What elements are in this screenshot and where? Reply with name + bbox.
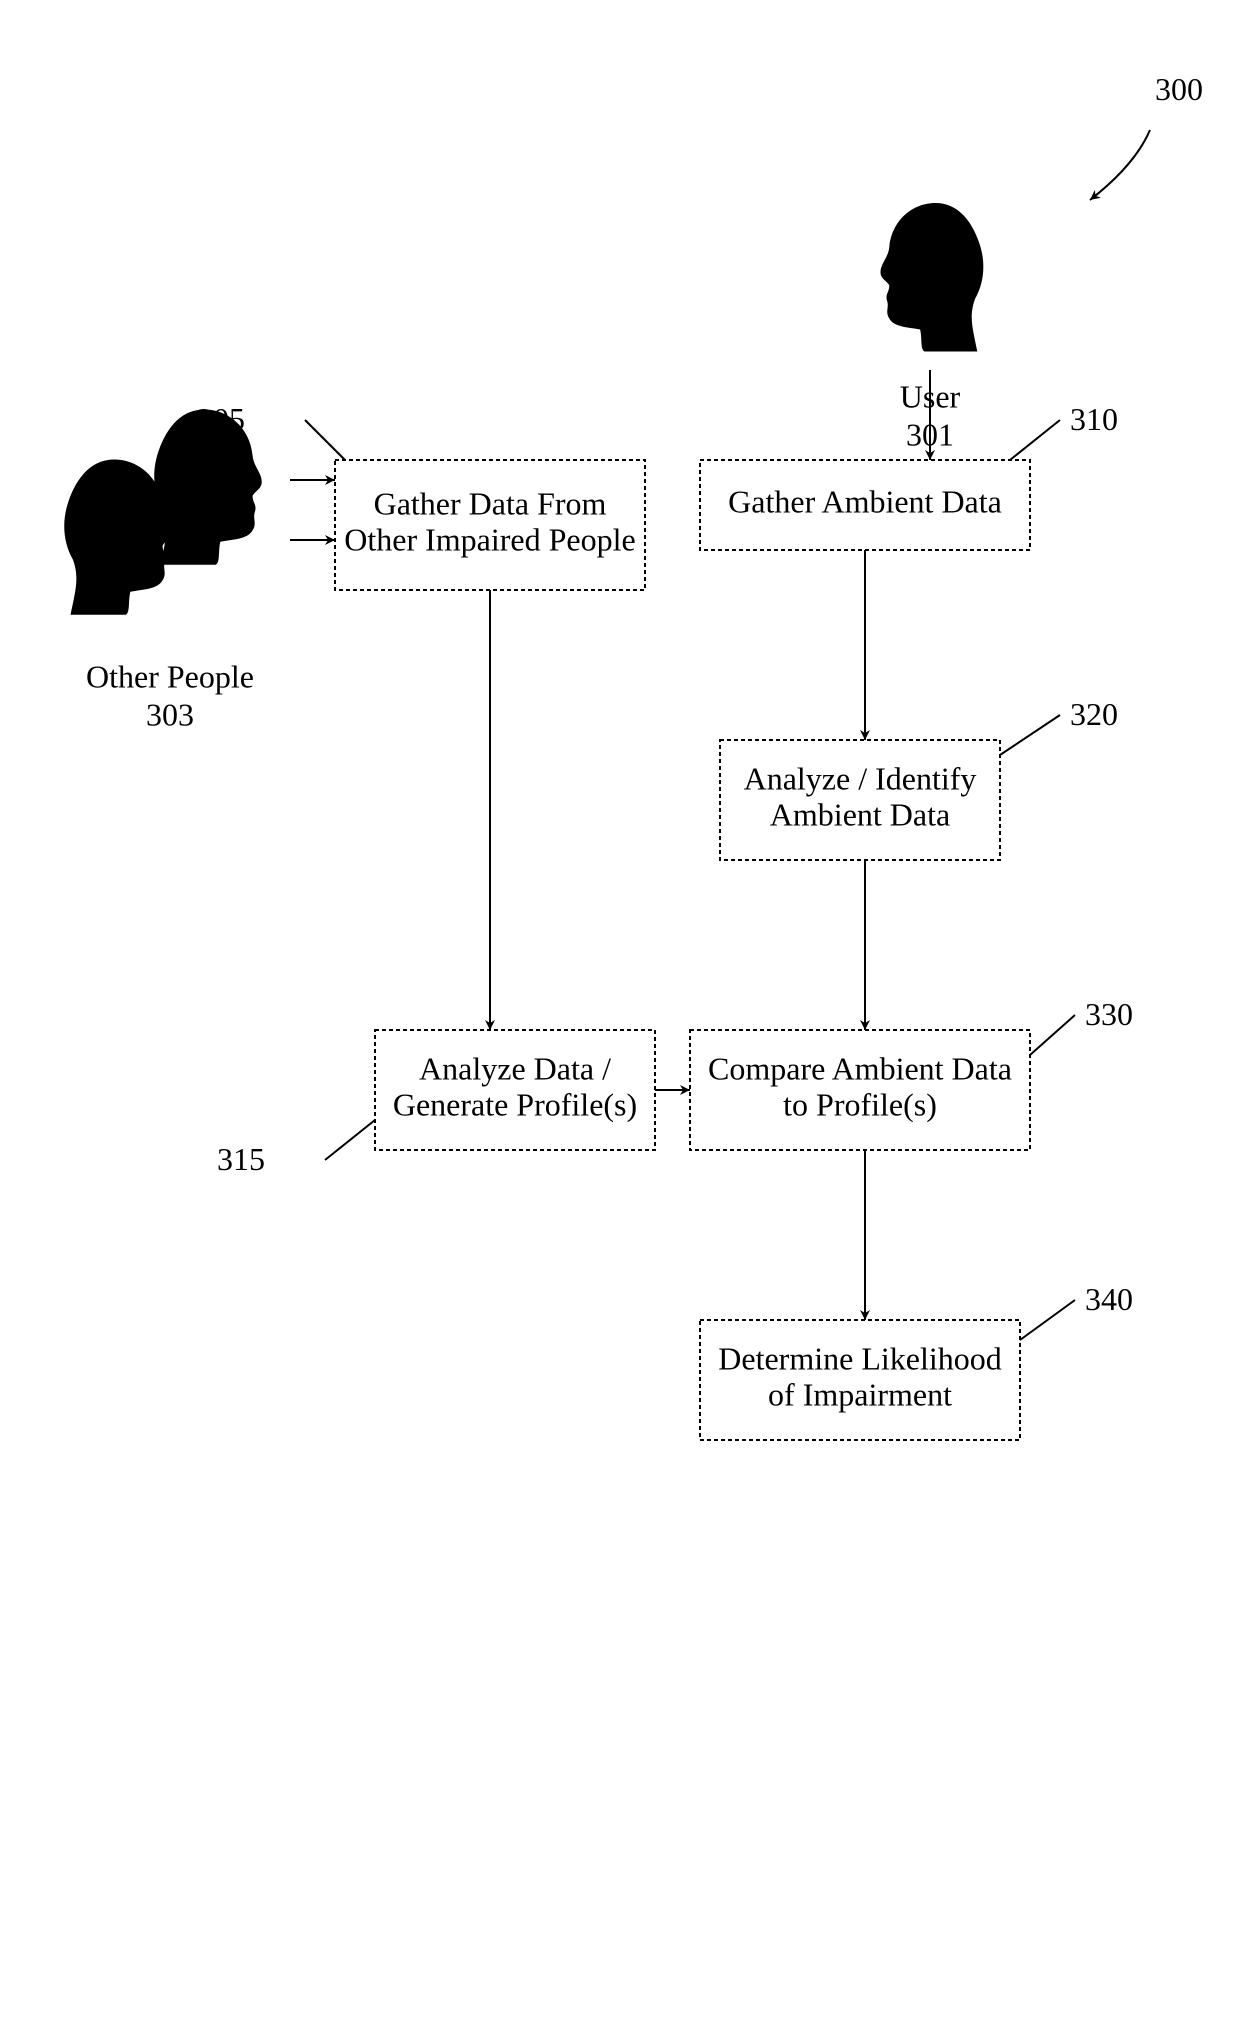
flowchart-diagram: User301Other People303Gather Data FromOt… <box>0 0 1240 2022</box>
box-305-leader <box>305 420 345 460</box>
box-315-leader <box>325 1120 375 1160</box>
box-340-leader <box>1020 1300 1075 1340</box>
figure-label: 300 <box>1155 71 1203 107</box>
flow-box-text: Generate Profile(s) <box>393 1086 637 1122</box>
flow-box-text: Compare Ambient Data <box>708 1050 1012 1086</box>
flow-box-text: Ambient Data <box>770 796 950 832</box>
flow-box-text: Other Impaired People <box>344 521 635 557</box>
user-silhouette-icon <box>881 203 984 352</box>
box-330-leader <box>1030 1015 1075 1055</box>
flow-box-text: Analyze / Identify <box>744 760 977 796</box>
other-people-label: Other People <box>86 658 254 694</box>
flow-box-text: of Impairment <box>768 1376 952 1412</box>
box-340-ref: 340 <box>1085 1281 1133 1317</box>
box-320-ref: 320 <box>1070 696 1118 732</box>
box-310-ref: 310 <box>1070 401 1118 437</box>
box-320-leader <box>1000 715 1060 755</box>
figure-label-arrow <box>1090 130 1150 200</box>
box-330-ref: 330 <box>1085 996 1133 1032</box>
flow-box-text: Determine Likelihood <box>718 1340 1001 1376</box>
flow-box-text: to Profile(s) <box>783 1086 937 1122</box>
other-people-ref: 303 <box>146 696 194 732</box>
flow-box-text: Gather Data From <box>374 485 607 521</box>
flow-box-text: Analyze Data / <box>419 1050 611 1086</box>
box-310-leader <box>1010 420 1060 460</box>
box-315-ref: 315 <box>217 1141 265 1177</box>
flow-box-text: Gather Ambient Data <box>728 483 1002 519</box>
box-305-ref: 305 <box>197 401 245 437</box>
